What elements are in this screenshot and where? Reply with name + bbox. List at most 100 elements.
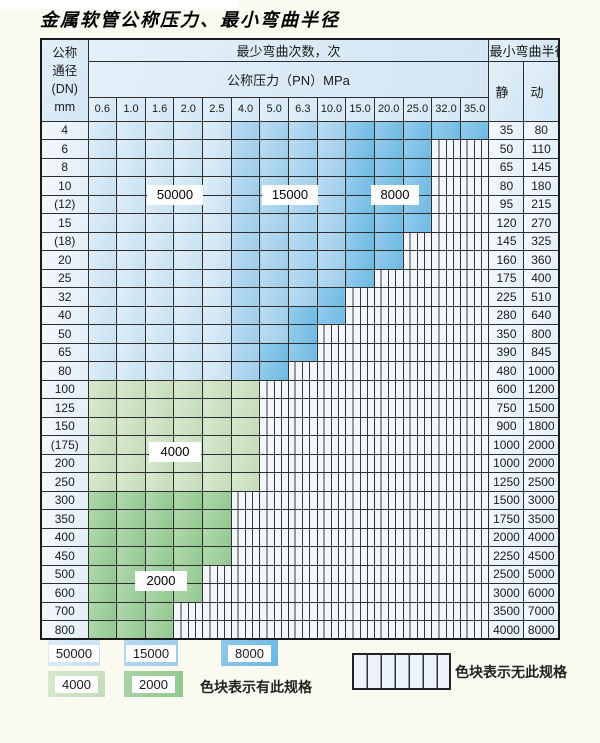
cell-no-spec	[316, 435, 347, 455]
cell-no-spec	[402, 287, 433, 307]
cell-zone-b2	[259, 305, 289, 325]
cell-zone-b1	[87, 342, 118, 362]
cell-no-spec	[230, 546, 261, 566]
cell-zone-b1	[116, 287, 146, 307]
cell-no-spec	[431, 139, 461, 159]
cell-zone-g2	[173, 490, 204, 510]
cell-zone-g2	[116, 490, 146, 510]
dn-cell: 10	[40, 176, 89, 196]
cell-no-spec	[345, 324, 375, 344]
cell-no-spec	[345, 342, 375, 362]
table-row: 65 390 845	[40, 342, 560, 362]
cell-no-spec	[345, 546, 375, 566]
cell-zone-b2	[316, 120, 347, 140]
cell-no-spec	[431, 287, 461, 307]
cell-no-spec	[373, 435, 404, 455]
cell-zone-g1	[144, 379, 175, 399]
cell-zone-b1	[202, 176, 232, 196]
cell-zone-b1	[202, 120, 232, 140]
cell-zone-b3	[373, 250, 404, 270]
cell-zone-g1	[173, 398, 204, 418]
cell-zone-b3	[402, 157, 433, 177]
cell-zone-b3	[373, 120, 404, 140]
cell-no-spec	[230, 490, 261, 510]
cell-zone-b2	[287, 120, 318, 140]
cell-zone-b1	[202, 342, 232, 362]
cell-zone-b2	[316, 139, 347, 159]
cell-no-spec	[316, 509, 347, 529]
cell-no-spec	[287, 379, 318, 399]
dynamic-radius-cell: 7000	[523, 601, 560, 621]
cell-zone-b3	[259, 361, 289, 381]
cell-zone-b1	[87, 194, 118, 214]
cell-no-spec	[287, 435, 318, 455]
cell-no-spec	[431, 564, 461, 584]
cell-no-spec	[287, 490, 318, 510]
cell-no-spec	[459, 379, 490, 399]
cell-no-spec	[316, 361, 347, 381]
cell-no-spec	[287, 453, 318, 473]
static-radius-cell: 900	[488, 416, 525, 436]
dn-cell: 80	[40, 361, 89, 381]
cell-zone-b3	[373, 157, 404, 177]
cell-zone-b1	[173, 287, 204, 307]
cell-zone-g1	[87, 435, 118, 455]
cell-no-spec	[431, 157, 461, 177]
static-radius-cell: 3000	[488, 583, 525, 603]
dn-cell: 800	[40, 620, 89, 640]
cell-no-spec	[316, 324, 347, 344]
dn-cell: 400	[40, 527, 89, 547]
cell-zone-b2	[259, 120, 289, 140]
table-row: 125 750 1500	[40, 398, 560, 418]
dynamic-radius-cell: 145	[523, 157, 560, 177]
dn-cell: 200	[40, 453, 89, 473]
cell-zone-b2	[316, 268, 347, 288]
cell-no-spec	[431, 305, 461, 325]
cell-no-spec	[259, 416, 289, 436]
legend-label-2000: 2000	[132, 675, 175, 693]
cell-zone-b1	[144, 231, 175, 251]
legend-block-2000: 2000	[124, 671, 183, 697]
cell-zone-b1	[202, 250, 232, 270]
cell-no-spec	[431, 324, 461, 344]
cell-no-spec	[402, 379, 433, 399]
cell-zone-g1	[144, 398, 175, 418]
static-radius-cell: 225	[488, 287, 525, 307]
cell-no-spec	[345, 287, 375, 307]
cell-no-spec	[316, 472, 347, 492]
cell-zone-b2	[230, 213, 261, 233]
cell-zone-b2	[259, 157, 289, 177]
static-radius-cell: 145	[488, 231, 525, 251]
cell-zone-b2	[230, 287, 261, 307]
cell-zone-b3	[287, 324, 318, 344]
zone-label-8000: 8000	[371, 185, 419, 205]
cell-zone-g2	[173, 546, 204, 566]
table-row: 800 4000 8000	[40, 620, 560, 640]
cell-zone-g1	[230, 472, 261, 492]
static-radius-cell: 600	[488, 379, 525, 399]
header-dn-cell: 公称 通径 (DN) mm	[40, 38, 89, 122]
cell-zone-b3	[316, 305, 347, 325]
cell-no-spec	[459, 194, 490, 214]
static-radius-cell: 1750	[488, 509, 525, 529]
static-radius-cell: 480	[488, 361, 525, 381]
cell-zone-b1	[116, 194, 146, 214]
pressure-col-header: 0.6	[87, 96, 118, 122]
cell-zone-b1	[87, 139, 118, 159]
dn-cell: 15	[40, 213, 89, 233]
dynamic-radius-cell: 640	[523, 305, 560, 325]
dynamic-radius-cell: 4000	[523, 527, 560, 547]
cell-no-spec	[459, 157, 490, 177]
cell-zone-b1	[116, 361, 146, 381]
table-header: 公称 通径 (DN) mm 最少弯曲次数，次 最小弯曲半径 公称压力（PN）MP…	[40, 38, 560, 122]
cell-no-spec	[259, 453, 289, 473]
dn-cell: 600	[40, 583, 89, 603]
cell-zone-b2	[259, 250, 289, 270]
cell-no-spec	[345, 453, 375, 473]
table-row: 40 280 640	[40, 305, 560, 325]
cell-no-spec	[316, 416, 347, 436]
table-row: 25 175 400	[40, 268, 560, 288]
cell-no-spec	[402, 509, 433, 529]
cell-no-spec	[316, 583, 347, 603]
